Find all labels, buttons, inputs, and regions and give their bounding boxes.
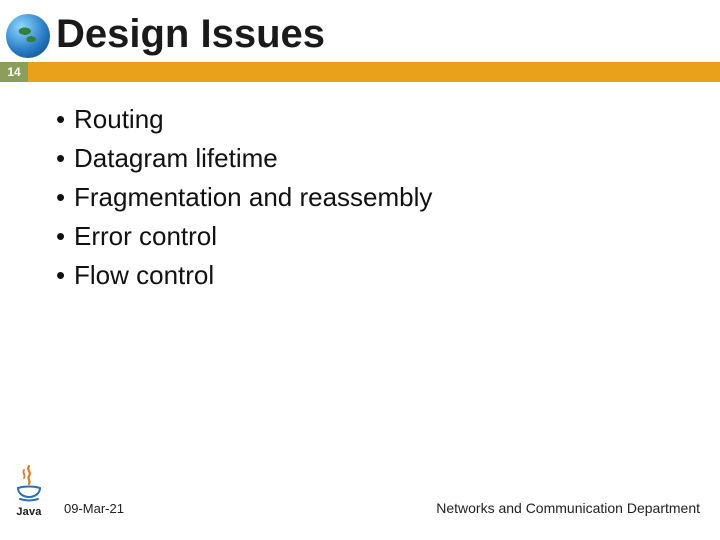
footer: Java 09-Mar-21 Networks and Communicatio…: [0, 464, 720, 518]
title-row: Design Issues: [0, 8, 720, 58]
bullet-marker: •: [56, 100, 74, 139]
bullet-text: Flow control: [74, 256, 214, 295]
bullet-list: • Routing • Datagram lifetime • Fragment…: [56, 100, 680, 295]
slide-number: 14: [7, 65, 20, 79]
bullet-marker: •: [56, 256, 74, 295]
footer-department: Networks and Communication Department: [436, 500, 700, 516]
bullet-marker: •: [56, 217, 74, 256]
slide: Design Issues 14 • Routing • Datagram li…: [0, 0, 720, 540]
slide-number-box: 14: [0, 62, 28, 82]
list-item: • Routing: [56, 100, 680, 139]
saucer-path: [20, 499, 38, 501]
footer-date: 09-Mar-21: [64, 501, 124, 516]
bullet-text: Fragmentation and reassembly: [74, 178, 432, 217]
content-area: • Routing • Datagram lifetime • Fragment…: [56, 100, 680, 295]
slide-title: Design Issues: [56, 12, 325, 57]
list-item: • Flow control: [56, 256, 680, 295]
list-item: • Datagram lifetime: [56, 139, 680, 178]
bullet-text: Error control: [74, 217, 217, 256]
java-cup-svg: [12, 464, 46, 504]
accent-bar: 14: [0, 62, 720, 82]
java-logo-icon: Java: [12, 464, 46, 518]
java-wordmark: Java: [16, 506, 41, 518]
steam-path-1: [28, 466, 30, 484]
accent-stripe: [28, 62, 720, 82]
list-item: • Fragmentation and reassembly: [56, 178, 680, 217]
bullet-marker: •: [56, 139, 74, 178]
list-item: • Error control: [56, 217, 680, 256]
globe-icon: [6, 14, 50, 58]
bullet-marker: •: [56, 178, 74, 217]
bullet-text: Routing: [74, 100, 164, 139]
cup-path: [18, 487, 40, 498]
bullet-text: Datagram lifetime: [74, 139, 278, 178]
footer-left: Java 09-Mar-21: [12, 464, 124, 518]
steam-path-2: [23, 470, 24, 478]
